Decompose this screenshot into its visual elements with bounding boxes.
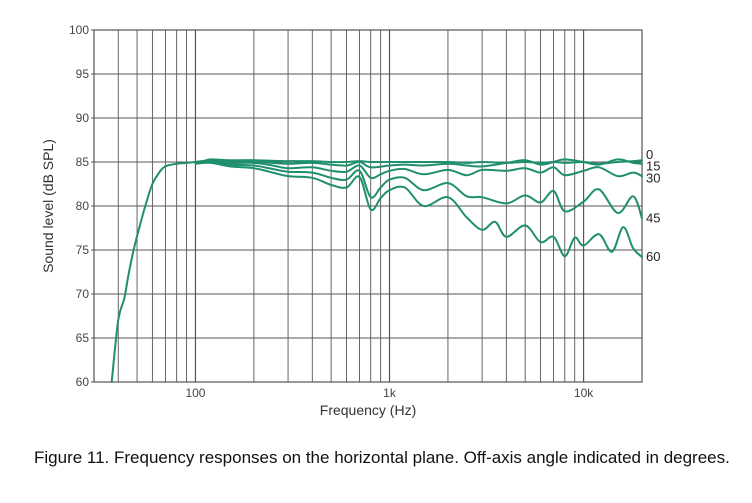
series-line-45 <box>194 160 643 220</box>
x-tick-label: 10k <box>574 386 594 400</box>
y-tick-label: 80 <box>76 199 90 213</box>
x-axis-ticks: 100 1k 10k <box>185 386 594 400</box>
series-line-60 <box>194 161 643 258</box>
series-line-15 <box>194 158 643 169</box>
y-tick-label: 70 <box>76 287 90 301</box>
y-tick-label: 90 <box>76 111 90 125</box>
figure-caption: Figure 11. Frequency responses on the ho… <box>34 448 730 467</box>
grid <box>93 29 643 383</box>
y-axis-ticks: 60 65 70 75 80 85 90 95 100 <box>69 23 94 389</box>
series-label-0: 0 <box>646 147 653 162</box>
series-label-30: 30 <box>646 171 660 186</box>
y-axis-label: Sound level (dB SPL) <box>40 139 56 273</box>
x-axis-label: Frequency (Hz) <box>320 402 416 418</box>
y-tick-label: 100 <box>69 23 89 37</box>
series-group <box>110 158 643 383</box>
x-tick-label: 1k <box>383 386 397 400</box>
y-tick-label: 65 <box>76 331 90 345</box>
y-tick-label: 75 <box>76 243 90 257</box>
series-line-30 <box>194 160 643 180</box>
series-label-45: 45 <box>646 210 660 225</box>
y-tick-label: 95 <box>76 67 90 81</box>
series-label-60: 60 <box>646 249 660 264</box>
y-tick-label: 60 <box>76 375 90 389</box>
x-tick-label: 100 <box>185 386 205 400</box>
series-label-15: 15 <box>646 158 660 173</box>
y-tick-label: 85 <box>76 155 90 169</box>
